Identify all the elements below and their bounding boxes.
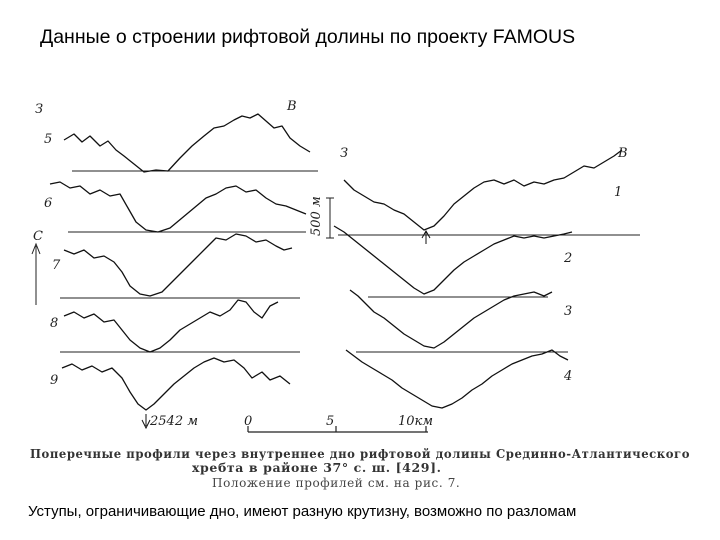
right-profiles — [333, 149, 640, 409]
slide-title: Данные о строении рифтовой долины по про… — [40, 26, 576, 48]
vertical-scale-label: 500 м — [309, 196, 324, 236]
scale-label-10: 10км — [398, 414, 433, 429]
profile-3-curve — [349, 289, 553, 349]
left-profiles — [49, 113, 318, 430]
caption-line-3: Положение профилей см. на рис. 7. — [212, 476, 460, 490]
right-east-label: В — [617, 146, 628, 161]
left-east-label: В — [286, 99, 297, 114]
profile-4-curve — [345, 349, 569, 409]
profile-8-curve — [63, 299, 279, 353]
caption-line-2: хребта в районе 37° с. ш. [429]. — [192, 460, 442, 475]
profile-label-9: 9 — [50, 373, 58, 388]
profile-label-7: 7 — [52, 258, 61, 273]
scale-label-5: 5 — [326, 414, 334, 429]
profile-label-1: 1 — [614, 185, 622, 200]
profile-label-5: 5 — [44, 132, 52, 147]
left-west-label: З — [35, 102, 43, 117]
right-west-label: З — [340, 146, 348, 161]
depth-marker-arrow-icon — [141, 419, 151, 430]
scale-label-0: 0 — [244, 414, 252, 429]
profile-1-curve — [343, 149, 623, 231]
profile-label-3: 3 — [564, 304, 572, 319]
profile-7-curve — [63, 233, 293, 297]
rift-profiles-figure: З В С 5 6 7 8 9 2542 м З В 500 м 1 2 3 4 — [30, 99, 690, 490]
profile-2-arrow-icon — [421, 229, 431, 239]
slide-bottom-text: Уступы, ограничивающие дно, имеют разную… — [28, 503, 577, 520]
profile-9-curve — [61, 357, 291, 411]
profile-2-curve — [333, 225, 573, 295]
scale-bar — [247, 426, 428, 433]
profile-5-curve — [63, 113, 311, 173]
profile-6-curve — [49, 181, 307, 233]
profile-label-8: 8 — [50, 316, 58, 331]
depth-mark-label: 2542 м — [149, 414, 198, 429]
caption-line-1: Поперечные профили через внутреннее дно … — [30, 446, 690, 461]
profile-label-2: 2 — [563, 251, 572, 266]
north-arrow-head-icon — [31, 242, 41, 255]
profile-label-4: 4 — [563, 369, 572, 384]
profile-label-6: 6 — [44, 196, 52, 211]
north-label: С — [33, 229, 43, 244]
